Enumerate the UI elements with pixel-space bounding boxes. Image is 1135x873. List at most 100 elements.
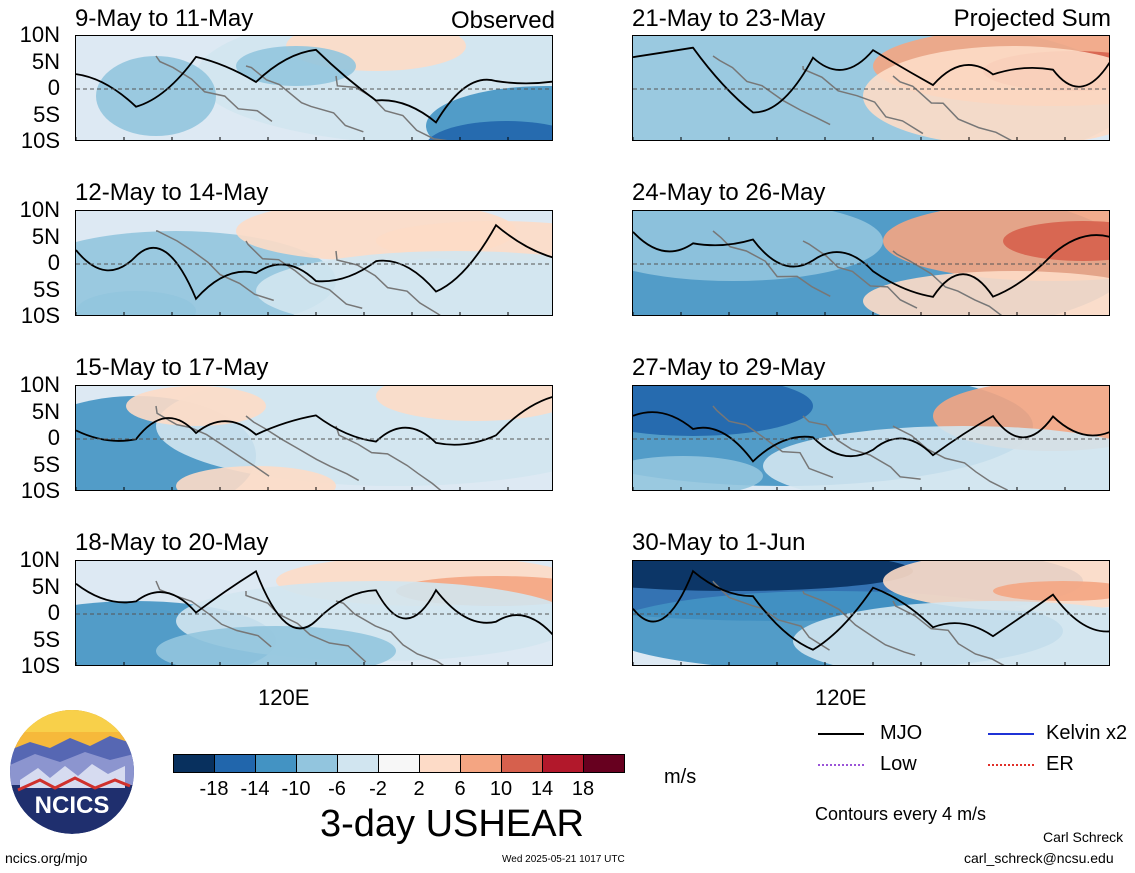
shading-blob [256,251,552,315]
colorbar-tick-label: -18 [199,778,229,800]
shading-blob [763,426,1109,490]
lat-label: 5S [33,101,60,127]
coastline [892,425,1008,490]
units-label: m/s [664,766,697,788]
timestamp: Wed 2025-05-21 1017 UTC [502,854,625,865]
colorbar-box [255,754,297,773]
lat-label: 5N [31,223,60,249]
map-panel-left-1 [75,210,553,316]
map-panel-canvas [633,211,1109,315]
coastline [802,240,918,309]
map-panel-canvas [633,561,1109,665]
colorbar-box [419,754,461,773]
map-panel-left-0 [75,35,553,141]
shading-blob [863,271,1109,315]
lat-label: 0 [47,425,60,450]
shading-blob [633,456,763,490]
colorbar-box [583,754,625,773]
colorbar-box [173,754,215,773]
lat-label: 10N [19,547,60,572]
ncics-logo-text: NCICS [34,792,110,819]
colorbar-tick-label: -6 [328,778,346,800]
colorbar-box [460,754,502,773]
map-panel-right-1 [632,210,1110,316]
shading-blob [633,386,813,436]
legend-label-er: ER [1046,753,1074,775]
lat-label: 10S [20,653,60,678]
mjo-contour [633,569,1109,651]
mjo-contour [633,231,1109,298]
lat-label: 10S [20,303,60,328]
colorbar-tick-label: 10 [489,778,513,800]
colorbar-box [214,754,256,773]
mjo-contour [633,46,1109,114]
colorbar-tick-label: -2 [369,778,387,800]
panel-title-left-1: 9-May to 11-May [75,5,254,32]
coastline [245,415,360,482]
legend-line-low [818,764,864,766]
panel-title-right-2: 24-May to 26-May [632,179,826,206]
map-panel-canvas [76,386,552,490]
site-link[interactable]: ncics.org/mjo [5,850,88,866]
colorbar-tick-label: -14 [240,778,270,800]
coastline [892,75,1012,140]
coastline [245,591,367,663]
lat-label: 5S [33,451,60,477]
colorbar-box [378,754,420,773]
lat-label: 10N [19,197,60,222]
mjo-contour [76,396,552,446]
contour-note: Contours every 4 m/s [815,804,987,824]
colorbar-tick-label: 2 [413,778,425,800]
colorbar-tick-label: 6 [454,778,466,800]
legend-label-kelvin: Kelvin x2 [1046,722,1128,744]
coastline [802,415,921,480]
observed-tag: Observed [450,7,555,34]
legend-line-kelvin [988,733,1034,735]
colorbar-tick-label: 18 [571,778,595,800]
lat-label: 5N [31,573,60,599]
colorbar-box [501,754,543,773]
legend-label-mjo: MJO [880,722,923,744]
lat-label: 5S [33,276,60,302]
coastline [155,230,274,302]
coastline [802,590,916,657]
coastline [802,65,924,135]
author-name: Carl Schreck [1043,829,1124,845]
shading-blob [993,581,1109,601]
colorbar-tick-label: -10 [281,778,311,800]
lat-label: 0 [47,250,60,275]
coastline [155,405,270,477]
legend-line-er [988,764,1034,766]
panel-title-right-4: 30-May to 1-Jun [632,529,806,556]
lon-label-left: 120E [258,685,310,710]
coastline [245,65,364,133]
map-panel-canvas [76,36,552,140]
lon-label-right: 120E [815,685,867,710]
panel-title-left-3: 15-May to 17-May [75,354,269,381]
lat-label: 5S [33,626,60,652]
shading-blob [633,561,913,591]
lat-label: 0 [47,75,60,100]
lat-label: 10N [19,372,60,397]
shading-blob [126,386,266,426]
map-panel-right-2 [632,385,1110,491]
mjo-contour [633,411,1109,463]
legend-line-mjo [818,733,864,735]
shading-blob [76,291,196,315]
projected-tag: Projected Sum [953,5,1111,32]
coastline [712,230,831,297]
panel-title-right-3: 27-May to 29-May [632,354,826,381]
coastline [335,600,445,665]
colorbar-tick-label: 14 [530,778,554,800]
map-panel-left-3 [75,560,553,666]
panel-title-right-1: 21-May to 23-May [632,5,826,32]
chart-title: 3-day USHEAR [320,803,584,845]
map-panel-canvas [76,561,552,665]
panel-title-left-2: 12-May to 14-May [75,179,269,206]
map-panel-canvas [633,386,1109,490]
map-panel-canvas [76,211,552,315]
colorbar-box [296,754,338,773]
shading-blob [156,626,396,665]
colorbar-box [542,754,584,773]
author-email: carl_schreck@ncsu.edu [964,850,1114,866]
